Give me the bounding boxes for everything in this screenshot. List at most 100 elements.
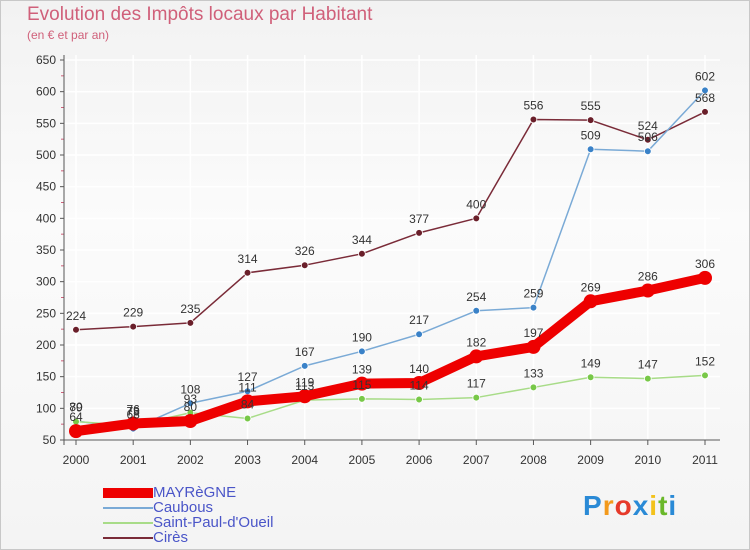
proxiti-logo: Proxiti bbox=[583, 490, 677, 522]
data-point bbox=[358, 395, 366, 403]
data-label: 182 bbox=[466, 335, 486, 349]
x-tick-label: 2008 bbox=[520, 453, 547, 467]
data-label: 509 bbox=[581, 128, 601, 142]
x-tick-label: 2004 bbox=[291, 453, 318, 467]
data-label: 344 bbox=[352, 233, 372, 247]
data-label: 190 bbox=[352, 330, 372, 344]
data-label: 114 bbox=[410, 378, 429, 392]
data-label: 73 bbox=[127, 404, 141, 418]
data-label: 269 bbox=[581, 280, 601, 294]
x-tick-label: 2009 bbox=[577, 453, 604, 467]
data-point bbox=[300, 261, 309, 270]
data-label: 556 bbox=[523, 99, 543, 113]
data-label: 167 bbox=[295, 345, 315, 359]
legend-swatch bbox=[103, 507, 153, 509]
x-tick-label: 2002 bbox=[177, 453, 204, 467]
axes: 50 100 150 200 250 300 350 400 450 500 550 600 650 20… bbox=[36, 53, 720, 467]
data-label: 229 bbox=[123, 306, 143, 320]
data-point bbox=[69, 424, 83, 439]
data-point bbox=[701, 86, 709, 95]
data-label: 506 bbox=[638, 130, 658, 144]
data-label: 68 bbox=[127, 408, 141, 422]
data-point bbox=[186, 319, 195, 327]
series-line bbox=[75, 111, 706, 331]
data-label: 224 bbox=[66, 309, 86, 323]
logo-letter: x bbox=[632, 490, 650, 521]
data-point bbox=[297, 389, 312, 404]
legend-item: Cirès bbox=[103, 529, 363, 546]
legend-label: Cirès bbox=[153, 529, 189, 546]
data-point bbox=[72, 325, 80, 334]
data-label: 80 bbox=[69, 400, 83, 414]
data-label: 326 bbox=[295, 244, 315, 258]
data-label: 119 bbox=[295, 375, 314, 389]
data-label: 140 bbox=[409, 362, 429, 376]
series-line bbox=[71, 272, 710, 437]
data-point bbox=[583, 294, 598, 309]
data-point bbox=[415, 330, 423, 339]
y-tick-label: 250 bbox=[36, 306, 56, 320]
data-point bbox=[186, 399, 195, 408]
data-point bbox=[415, 229, 423, 237]
data-label: 127 bbox=[238, 370, 258, 384]
y-tick-label: 500 bbox=[36, 148, 56, 162]
x-tick-label: 2011 bbox=[692, 453, 718, 467]
data-label: 139 bbox=[352, 363, 372, 377]
y-tick-label: 300 bbox=[36, 275, 56, 289]
y-tick-label: 450 bbox=[36, 180, 56, 194]
x-tick-label: 2000 bbox=[63, 453, 90, 467]
data-label: 76 bbox=[127, 403, 141, 417]
logo-letter: r bbox=[602, 490, 615, 521]
data-point bbox=[472, 214, 481, 223]
data-label: 108 bbox=[180, 382, 200, 396]
data-label: 147 bbox=[638, 358, 658, 372]
data-label: 568 bbox=[695, 91, 715, 105]
data-label: 152 bbox=[695, 354, 715, 368]
y-tick-label: 650 bbox=[36, 53, 56, 67]
data-point bbox=[529, 303, 538, 312]
y-tick-label: 150 bbox=[36, 370, 56, 384]
data-label: 149 bbox=[581, 356, 601, 370]
legend-swatch bbox=[103, 488, 153, 498]
data-label: 235 bbox=[180, 302, 200, 316]
data-label: 400 bbox=[466, 197, 486, 211]
data-point bbox=[469, 349, 484, 364]
data-label: 111 bbox=[238, 380, 257, 394]
series-line bbox=[75, 89, 706, 430]
data-point bbox=[129, 322, 137, 331]
legend-label: Saint-Paul-d'Oueil bbox=[153, 514, 274, 531]
legend-swatch bbox=[103, 537, 153, 539]
legend-item: MAYRèGNE bbox=[103, 484, 363, 501]
data-point bbox=[472, 306, 481, 315]
x-tick-label: 2001 bbox=[120, 453, 147, 467]
y-tick-label: 550 bbox=[36, 116, 56, 130]
data-label: 133 bbox=[523, 366, 543, 380]
y-tick-label: 200 bbox=[36, 338, 56, 352]
data-point bbox=[644, 374, 652, 383]
data-label: 524 bbox=[638, 119, 658, 133]
data-point bbox=[640, 283, 655, 298]
data-point bbox=[354, 376, 369, 391]
series-line bbox=[75, 374, 706, 427]
data-label: 113 bbox=[295, 379, 314, 393]
data-label: 115 bbox=[352, 378, 371, 392]
data-label: 84 bbox=[241, 397, 255, 411]
data-point bbox=[243, 414, 252, 423]
data-point bbox=[529, 115, 538, 124]
data-label: 79 bbox=[69, 401, 83, 415]
x-tick-label: 2010 bbox=[634, 453, 661, 467]
data-point bbox=[701, 371, 709, 380]
x-tick-label: 2005 bbox=[349, 453, 376, 467]
logo-letter: i bbox=[649, 490, 659, 521]
data-point bbox=[358, 347, 366, 356]
data-label: 93 bbox=[184, 392, 198, 406]
data-label: 259 bbox=[523, 287, 543, 301]
data-point bbox=[701, 108, 709, 116]
data-label: 286 bbox=[638, 270, 658, 284]
x-tick-label: 2003 bbox=[234, 453, 261, 467]
data-label: 254 bbox=[466, 290, 486, 304]
data-label: 64 bbox=[69, 410, 83, 424]
chart-subtitle: (en € et par an) bbox=[27, 28, 110, 42]
y-tick-label: 600 bbox=[36, 85, 56, 99]
